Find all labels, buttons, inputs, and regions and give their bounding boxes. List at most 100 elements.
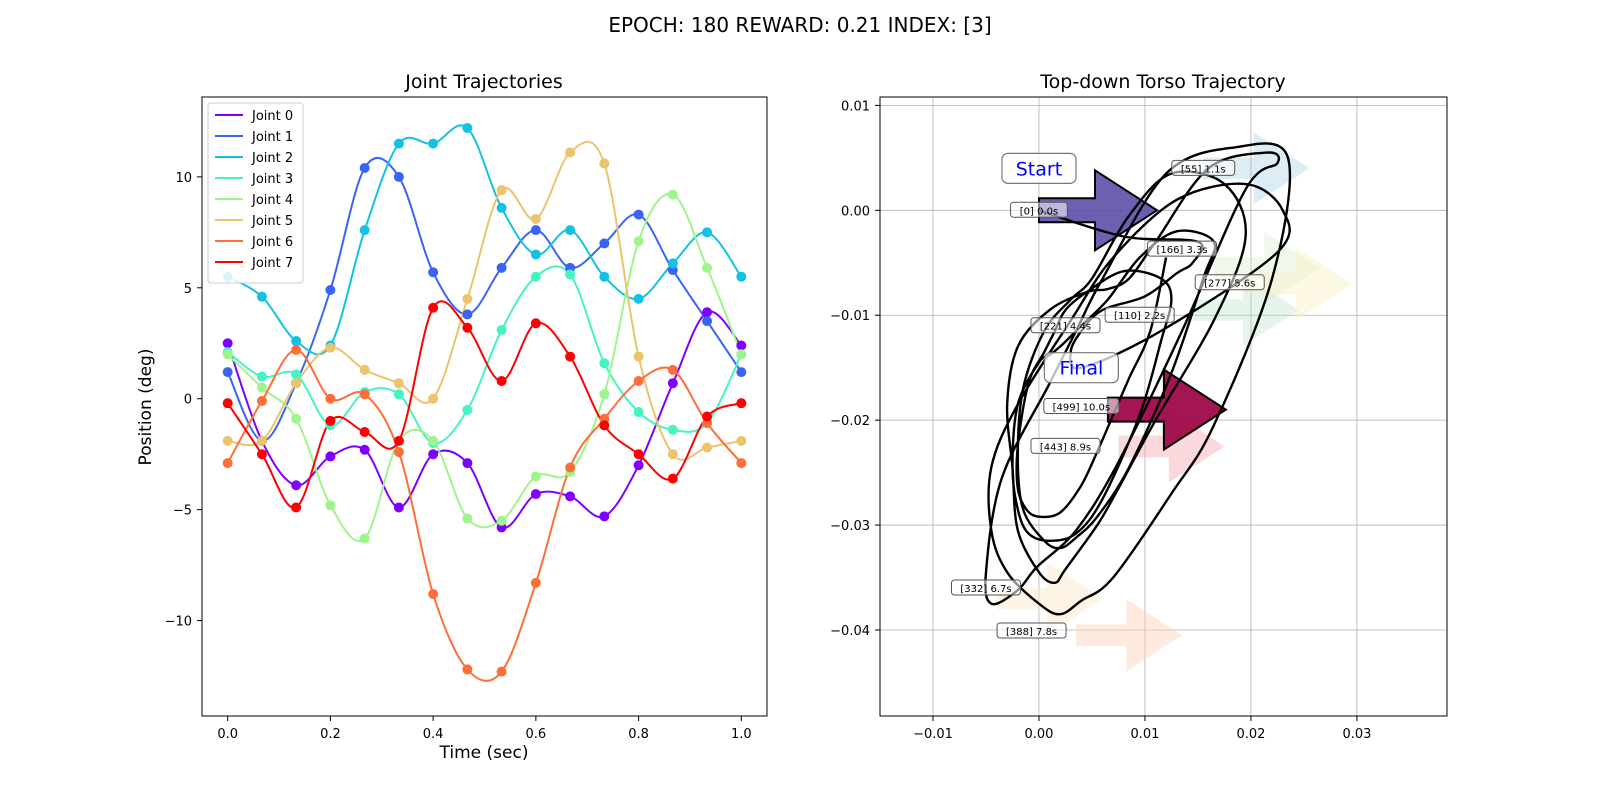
joint-chart-ytick-label: 5 xyxy=(184,282,192,297)
joint-series-point xyxy=(325,451,336,462)
joint-series-point xyxy=(736,349,747,360)
joint-chart-xtick-label: 0.2 xyxy=(320,727,341,742)
torso-chart-xtick-label: 0.03 xyxy=(1342,727,1371,742)
joint-series-point xyxy=(256,435,267,446)
joint-series-point xyxy=(530,489,541,500)
joint-chart-frame xyxy=(201,96,768,717)
legend-label: Joint 6 xyxy=(251,235,293,250)
joint-series-point xyxy=(462,404,473,415)
joint-series-point xyxy=(667,189,678,200)
torso-marker-box xyxy=(950,579,1021,596)
heading-arrow xyxy=(1118,410,1225,483)
joint-series-point xyxy=(599,238,610,249)
joint-series-point xyxy=(393,378,404,389)
joint-series-point xyxy=(565,491,576,502)
heading-arrow xyxy=(1076,599,1183,672)
joint-series-point xyxy=(599,389,610,400)
joint-series-point xyxy=(667,364,678,375)
joint-chart-xtick-label: 0.8 xyxy=(628,727,649,742)
torso-chart-xtick-label: −0.01 xyxy=(913,727,953,742)
torso-marker-box xyxy=(1147,240,1218,257)
joint-series-point xyxy=(325,393,336,404)
joint-series-point xyxy=(359,533,370,544)
joint-chart-ylabel: Position (deg) xyxy=(136,349,156,466)
joint-series-point xyxy=(736,340,747,351)
joint-series-point xyxy=(222,349,233,360)
joint-series-point xyxy=(428,588,439,599)
torso-marker-label: [221] 4.4s xyxy=(1040,322,1091,333)
joint-series-point xyxy=(462,293,473,304)
joint-series-point xyxy=(393,171,404,182)
torso-marker-label: [443] 8.9s xyxy=(1040,442,1091,453)
joint-series-point xyxy=(291,369,302,380)
joint-series-point xyxy=(530,577,541,588)
joint-series-point xyxy=(428,267,439,278)
torso-chart-ytick-label: 0.01 xyxy=(841,99,870,114)
joint-chart-points xyxy=(222,123,747,677)
torso-chart-xtick-label: 0.02 xyxy=(1236,727,1265,742)
torso-chart-ticks: −0.01 0.00 0.01 0.02 0.03 −0.04 −0.03 −0.02 −0.0… xyxy=(830,99,1371,742)
joint-series-point xyxy=(702,262,713,273)
joint-series-point xyxy=(428,138,439,149)
joint-series-line xyxy=(226,310,743,529)
joint-series-point xyxy=(256,291,267,302)
joint-series-point xyxy=(599,271,610,282)
torso-marker-label: [55] 1.1s xyxy=(1181,164,1226,175)
torso-marker-label: [388] 7.8s xyxy=(1006,627,1057,638)
joint-series-point xyxy=(359,444,370,455)
legend-label: Joint 3 xyxy=(251,172,293,187)
torso-chart-ytick-label: −0.03 xyxy=(830,519,870,534)
joint-chart-series xyxy=(226,124,743,682)
legend-label: Joint 0 xyxy=(251,109,293,124)
joint-series-point xyxy=(359,364,370,375)
joint-chart-ytick-label: 0 xyxy=(184,393,192,408)
torso-annotation-box xyxy=(1043,352,1119,384)
heading-arrow xyxy=(1203,132,1310,205)
torso-path-line xyxy=(984,142,1292,616)
joint-series-point xyxy=(393,446,404,457)
joint-series-point xyxy=(325,415,336,426)
joint-series-point xyxy=(359,162,370,173)
heading-arrow xyxy=(996,562,1103,635)
joint-series-point xyxy=(633,375,644,386)
joint-trajectories-axes: Joint Trajectories Time (sec) Position (… xyxy=(136,71,768,763)
joint-series-point xyxy=(667,378,678,389)
torso-marker-label: [0] 0.0s xyxy=(1020,206,1058,217)
joint-chart-xtick-label: 0.6 xyxy=(526,727,547,742)
joint-series-point xyxy=(702,316,713,327)
joint-series-point xyxy=(496,666,507,677)
torso-markers: [0] 0.0s [55] 1.1s [110] 2.2s [166] 3.3s [22… xyxy=(950,159,1265,639)
joint-series-point xyxy=(565,462,576,473)
joint-series-point xyxy=(496,515,507,526)
legend-label: Joint 1 xyxy=(251,130,293,145)
joint-series-point xyxy=(736,435,747,446)
joint-series-point xyxy=(222,435,233,446)
legend-label: Joint 4 xyxy=(251,193,293,208)
torso-chart-ytick-label: −0.02 xyxy=(830,414,870,429)
torso-chart-ytick-label: −0.01 xyxy=(830,309,870,324)
joint-series-point xyxy=(462,123,473,134)
joint-series-line xyxy=(226,300,742,509)
legend-label: Joint 7 xyxy=(251,256,293,271)
torso-marker-box xyxy=(1010,201,1068,218)
joint-series-point xyxy=(599,420,610,431)
joint-series-point xyxy=(565,147,576,158)
torso-marker-box xyxy=(1104,306,1175,323)
joint-series-point xyxy=(359,225,370,236)
torso-trajectory-axes: Top-down Torso Trajectory −0.01 0.00 0.01 0… xyxy=(830,71,1448,742)
joint-series-point xyxy=(530,225,541,236)
joint-series-point xyxy=(565,351,576,362)
heading-arrow xyxy=(1192,274,1299,346)
joint-chart-ytick-label: −10 xyxy=(165,615,192,630)
joint-series-point xyxy=(496,202,507,213)
joint-series-point xyxy=(702,307,713,318)
joint-series-point xyxy=(702,227,713,238)
joint-series-point xyxy=(291,344,302,355)
joint-series-point xyxy=(633,236,644,247)
heading-arrow xyxy=(1213,232,1320,304)
joint-series-point xyxy=(702,442,713,453)
figure-suptitle: EPOCH: 180 REWARD: 0.21 INDEX: [3] xyxy=(608,13,991,37)
joint-chart-ytick-label: −5 xyxy=(173,504,192,519)
joint-series-point xyxy=(325,285,336,296)
torso-chart-title: Top-down Torso Trajectory xyxy=(1039,71,1285,93)
